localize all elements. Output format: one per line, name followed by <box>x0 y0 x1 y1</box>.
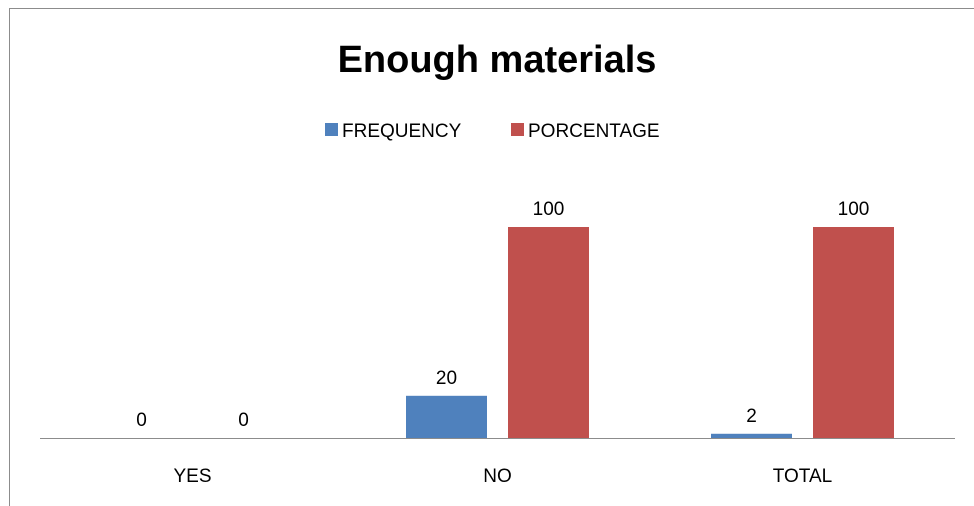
data-label-porcentage-total: 100 <box>838 199 870 220</box>
data-label-porcentage-no: 100 <box>533 199 565 220</box>
legend-swatch-porcentage <box>511 123 524 136</box>
bar-frequency-no <box>406 395 487 438</box>
bar-porcentage-no <box>508 227 589 438</box>
legend: FREQUENCY PORCENTAGE <box>325 121 660 142</box>
chart-title: Enough materials <box>338 39 657 81</box>
data-label-porcentage-yes: 0 <box>238 410 249 431</box>
legend-label-frequency: FREQUENCY <box>342 121 462 142</box>
data-label-frequency-total: 2 <box>746 406 757 427</box>
x-tick-label-yes: YES <box>173 466 211 487</box>
bar-frequency-total <box>711 433 792 438</box>
data-label-frequency-no: 20 <box>436 368 457 389</box>
data-label-frequency-yes: 0 <box>136 410 147 431</box>
legend-swatch-frequency <box>325 123 338 136</box>
x-tick-label-total: TOTAL <box>773 466 832 487</box>
plot-area: 0 0 YES 20 100 NO 2 100 TOTAL <box>40 199 955 487</box>
bar-porcentage-total <box>813 227 894 438</box>
legend-label-porcentage: PORCENTAGE <box>528 121 660 142</box>
x-tick-label-no: NO <box>483 466 512 487</box>
